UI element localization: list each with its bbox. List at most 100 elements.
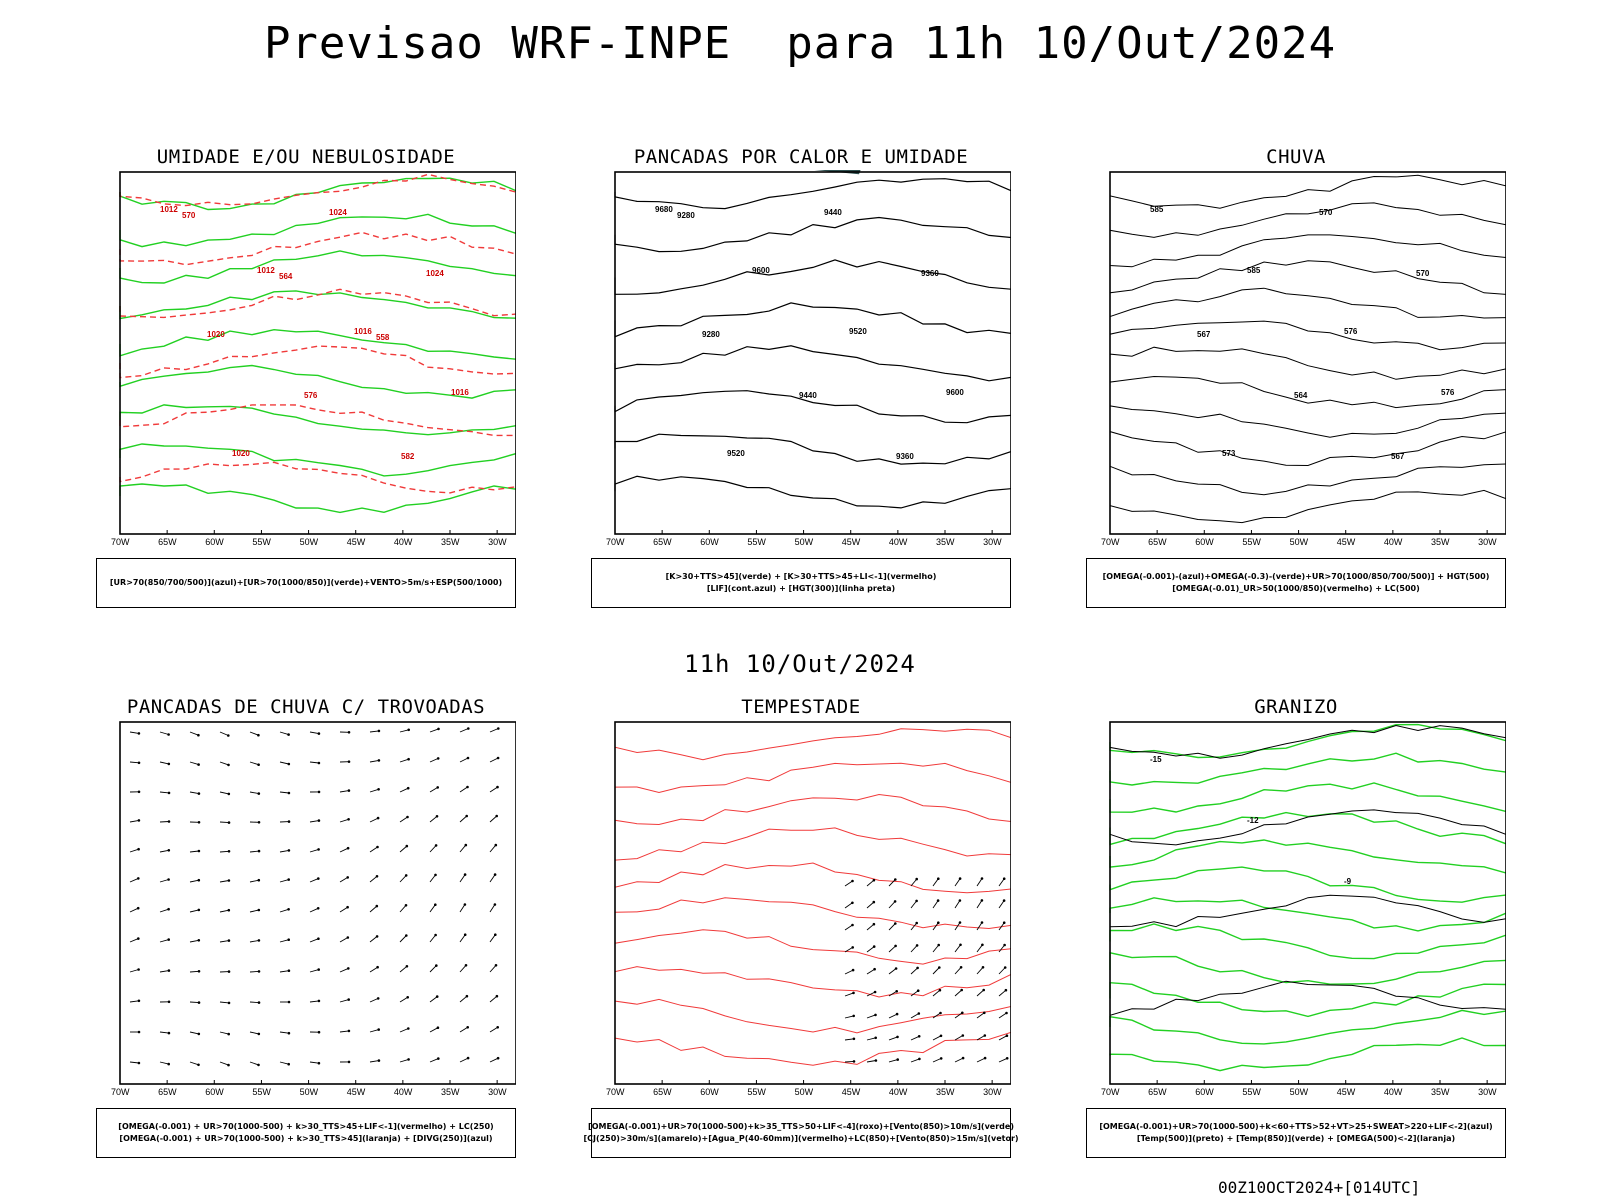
wind-arrow xyxy=(489,786,498,793)
wind-arrow xyxy=(954,922,961,931)
wind-arrow xyxy=(932,1035,942,1041)
isoline-green xyxy=(119,213,516,248)
arrow-head xyxy=(960,988,963,992)
wind-arrow xyxy=(279,849,289,853)
arrow-head xyxy=(257,878,261,882)
arrow-head xyxy=(347,731,351,734)
arrow-head xyxy=(317,761,321,765)
wind-arrow xyxy=(998,1057,1008,1063)
arrow-head xyxy=(404,904,408,907)
arrow-head xyxy=(257,733,260,737)
arrow-head xyxy=(287,938,290,941)
wind-arrow xyxy=(369,1060,379,1063)
map-background xyxy=(120,722,516,1084)
wind-arrow xyxy=(399,904,407,913)
arrow-head xyxy=(406,815,409,819)
arrow-head xyxy=(983,1056,987,1060)
wind-arrow xyxy=(429,996,438,1003)
wind-arrow xyxy=(249,1001,260,1004)
wind-arrow xyxy=(159,908,169,913)
lon-label: 70W xyxy=(606,1087,625,1097)
arrow-head xyxy=(227,850,231,853)
hgt-contour xyxy=(614,433,1011,465)
lon-label: 70W xyxy=(606,537,625,547)
arrow-head xyxy=(257,970,261,973)
arrow-head xyxy=(958,877,962,880)
arrow-head xyxy=(851,901,854,905)
arrow-head xyxy=(227,734,230,737)
wind-arrow xyxy=(998,944,1005,953)
arrow-head xyxy=(405,965,409,968)
wind-arrow xyxy=(429,934,436,943)
wind-arrow xyxy=(279,908,289,913)
streamline-red xyxy=(614,998,1011,1034)
arrow-head xyxy=(434,873,437,877)
wind-arrow xyxy=(189,1031,199,1035)
lon-label: 55W xyxy=(252,537,271,547)
arrow-head xyxy=(939,1057,943,1060)
wind-arrow xyxy=(219,940,229,943)
wind-arrow xyxy=(129,819,139,823)
lon-label: 65W xyxy=(1148,1087,1167,1097)
lon-label: 40W xyxy=(394,1087,413,1097)
wind-arrow xyxy=(998,1035,1008,1041)
contour-label: 9520 xyxy=(727,449,745,458)
arrow-head xyxy=(983,1011,986,1015)
wind-arrow xyxy=(459,1026,468,1033)
wind-arrow xyxy=(489,1057,499,1063)
arrow-head xyxy=(464,964,468,967)
isoline-red xyxy=(119,345,516,379)
arrow-head xyxy=(959,966,963,969)
isoline-red xyxy=(119,288,516,319)
arrow-head xyxy=(317,937,320,940)
arrow-head xyxy=(961,1011,964,1015)
wind-arrow xyxy=(129,731,139,734)
wind-arrow xyxy=(219,731,229,736)
lon-label: 65W xyxy=(653,1087,672,1097)
arrow-head xyxy=(197,1063,200,1067)
contour-label: -15 xyxy=(1150,755,1162,764)
wind-arrow xyxy=(309,938,319,943)
arrow-head xyxy=(494,964,498,967)
wind-arrow xyxy=(129,969,139,973)
wind-arrow xyxy=(369,759,379,763)
arrow-head xyxy=(893,900,897,903)
arrow-head xyxy=(407,1058,410,1061)
contour-label: 582 xyxy=(401,452,415,461)
arrow-head xyxy=(851,946,854,949)
wind-arrow xyxy=(910,900,917,909)
arrow-head xyxy=(497,727,500,730)
arrow-head xyxy=(407,757,410,761)
isoline-green xyxy=(119,443,516,477)
arrow-head xyxy=(406,786,410,790)
wind-arrow xyxy=(369,997,379,1003)
arrow-head xyxy=(937,943,940,947)
arrow-head xyxy=(917,1035,921,1038)
arrow-head xyxy=(407,728,411,732)
arrow-head xyxy=(872,945,876,948)
wind-arrow xyxy=(866,1037,876,1041)
contour-label: 570 xyxy=(182,211,196,220)
wind-arrow xyxy=(249,970,260,973)
lon-label: 55W xyxy=(1242,1087,1261,1097)
arrow-head xyxy=(961,1034,965,1037)
wind-arrow xyxy=(954,1057,964,1063)
wind-arrow xyxy=(910,1035,920,1041)
wind-arrow xyxy=(399,965,408,973)
arrow-head xyxy=(915,944,919,947)
arrow-head xyxy=(917,1012,921,1015)
arrow-head xyxy=(347,998,350,1001)
wind-arrow xyxy=(844,1038,854,1041)
wind-arrow xyxy=(309,820,319,823)
hgt-contour xyxy=(1109,174,1506,209)
wind-arrow xyxy=(309,878,319,883)
contour-label: 9360 xyxy=(921,269,939,278)
arrow-head xyxy=(227,1001,231,1005)
arrow-head xyxy=(496,756,500,760)
arrow-head xyxy=(347,1060,351,1064)
arrow-head xyxy=(466,1056,470,1060)
contour-label: -12 xyxy=(1247,816,1259,825)
wind-arrow xyxy=(399,935,407,943)
arrow-head xyxy=(494,933,497,936)
arrow-head xyxy=(346,936,350,939)
